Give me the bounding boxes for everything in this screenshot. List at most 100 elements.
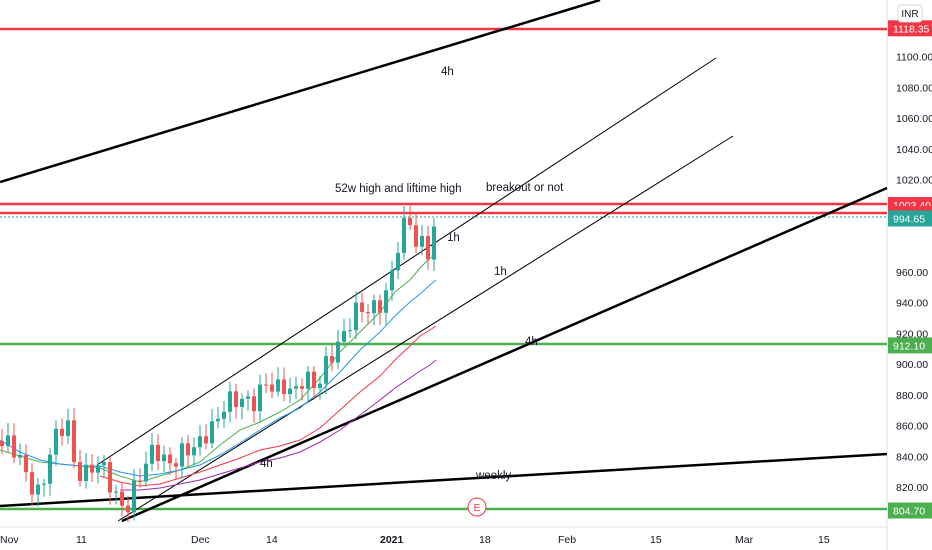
trendline-weekly[interactable] (0, 452, 888, 508)
annotation-4h-mid[interactable]: 4h (525, 336, 538, 348)
price-tick-label: 840.00 (896, 451, 928, 463)
candle (108, 457, 112, 505)
candle (330, 344, 334, 372)
candle-body (342, 330, 346, 342)
candle-body (126, 505, 130, 513)
currency-button-box[interactable] (897, 4, 923, 23)
price-tick-label: 1040.00 (896, 144, 932, 156)
candlestick-series[interactable] (0, 205, 436, 523)
candle-body (180, 443, 184, 467)
candle-body (294, 386, 298, 389)
candle (48, 448, 52, 496)
annotation-4h-top[interactable]: 4h (441, 66, 454, 78)
candle (360, 292, 364, 323)
candle-body (432, 226, 436, 260)
candle (264, 373, 268, 394)
candle (84, 453, 88, 489)
candle (126, 495, 130, 523)
candle-body (420, 235, 424, 247)
candle (30, 463, 34, 506)
candle-body (240, 398, 244, 407)
candle-body (426, 235, 430, 260)
candle (366, 304, 370, 325)
candle (180, 437, 184, 479)
annotation-52w-high[interactable]: 52w high and liftime high (335, 183, 462, 195)
candle-body (66, 420, 70, 436)
candle-body (174, 463, 178, 467)
annotation-1h-lower[interactable]: 1h (494, 266, 507, 278)
candle (144, 451, 148, 487)
candle-body (378, 300, 382, 313)
price-tag-label: 912.10 (893, 340, 925, 352)
earnings-label: E (474, 503, 481, 514)
currency-button[interactable]: INR (897, 4, 923, 23)
candle-body (228, 391, 232, 412)
earnings-marker[interactable]: E (467, 497, 487, 517)
candle-body (282, 379, 286, 395)
candle (378, 294, 382, 325)
candle (432, 218, 436, 272)
time-tick-label: 14 (266, 534, 278, 546)
ma-green-line (0, 254, 437, 483)
candle (24, 444, 28, 482)
candle-body (372, 300, 376, 314)
price-tick-label: 860.00 (896, 421, 928, 433)
candle (204, 424, 208, 450)
candle (282, 367, 286, 402)
annotation-4h-low[interactable]: 4h (260, 458, 273, 470)
time-tick-label: 11 (76, 534, 87, 546)
text-annotations: 4h 52w high and liftime high breakout or… (260, 66, 564, 482)
earnings-circle[interactable] (467, 497, 487, 517)
candle-body (306, 371, 310, 389)
candle-body (360, 302, 364, 312)
candle (216, 406, 220, 429)
candle-body (288, 388, 292, 395)
candle (426, 226, 430, 270)
candle (336, 329, 340, 370)
candle (324, 346, 328, 395)
candle (54, 420, 58, 466)
candle (258, 374, 262, 422)
price-scale[interactable] (887, 0, 932, 550)
price-tick-label: 1080.00 (896, 82, 932, 94)
price-tag-box (888, 502, 932, 519)
candle (174, 458, 178, 479)
price-tag-804.70: 804.70 (888, 502, 932, 519)
price-tag-1118.35: 1118.35 (888, 20, 932, 37)
trendline-4h-top[interactable] (0, 0, 601, 184)
moving-averages (0, 254, 437, 491)
annotation-weekly[interactable]: weekly (475, 470, 511, 482)
candle-body (396, 252, 400, 271)
candle (420, 224, 424, 256)
candle-body (264, 384, 268, 386)
price-tick-label: 820.00 (896, 482, 928, 494)
ma-red-line (99, 325, 437, 487)
annotation-1h-upper[interactable]: 1h (447, 232, 460, 244)
time-tick-label: Feb (558, 534, 576, 546)
candle-body (252, 396, 256, 412)
candle (288, 377, 292, 404)
candle (234, 383, 238, 419)
candle (402, 206, 406, 260)
candle-body (384, 290, 388, 313)
candle-body (120, 491, 124, 506)
candle (396, 241, 400, 280)
trendline-1h-channel-upper[interactable] (96, 57, 717, 466)
candle-body (354, 302, 358, 331)
candle-body (330, 356, 334, 363)
candle (114, 485, 118, 505)
time-axis: Nov 11 Dec 14 2021 18 Feb 15 Mar 15 (0, 534, 830, 546)
annotation-breakout[interactable]: breakout or not (486, 182, 564, 194)
candle-body (234, 391, 238, 407)
candle (96, 456, 100, 484)
candle-body (198, 436, 202, 448)
trendline-1h-channel-lower[interactable] (117, 135, 734, 522)
candle-body (24, 454, 28, 473)
candle (390, 260, 394, 301)
candle-body (156, 444, 160, 462)
trend-lines (0, 0, 888, 523)
price-tag-994.65: 994.65 (888, 210, 932, 227)
price-tick-label: 1100.00 (896, 52, 932, 64)
price-tick-label: 880.00 (896, 390, 928, 402)
